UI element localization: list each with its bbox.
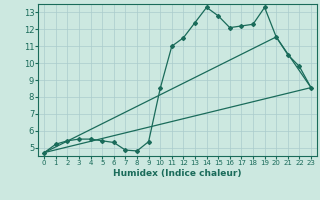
X-axis label: Humidex (Indice chaleur): Humidex (Indice chaleur) bbox=[113, 169, 242, 178]
